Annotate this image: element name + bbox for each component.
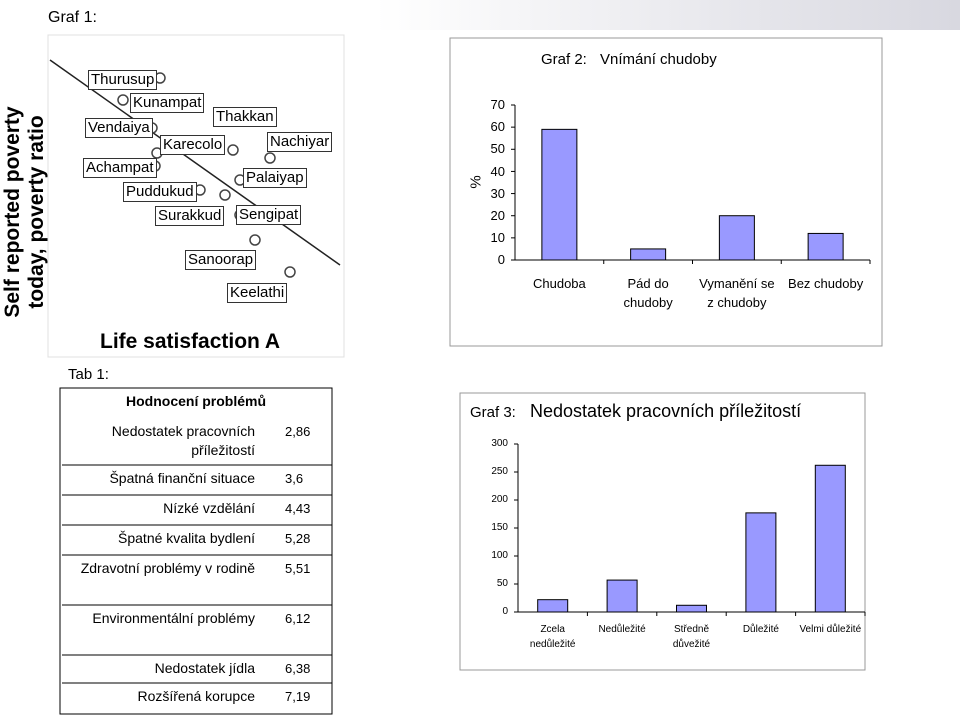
point-label: Puddukud (123, 182, 197, 202)
graf2-frame (449, 37, 883, 347)
y-tick-label: 250 (491, 466, 508, 477)
point-label: Vendaiya (85, 118, 153, 138)
row-value: 7,19 (285, 689, 311, 704)
x-tick-label: Nedůležité (598, 624, 646, 635)
bar (537, 599, 569, 613)
point-label: Achampat (83, 158, 157, 178)
point-label: Palaiyap (243, 168, 307, 188)
x-tick-label: Chudoba (532, 276, 586, 291)
caption: Tab 1: (68, 366, 109, 383)
bar (807, 232, 844, 261)
bar (745, 512, 777, 613)
point-label: Surakkud (155, 206, 225, 226)
row-label: Nedostatek jídla (154, 660, 255, 676)
chart-title: Nedostatek pracovních příležitostí (530, 401, 802, 421)
x-tick-label: Bez chudoby (788, 276, 864, 291)
point-label: Keelathi (227, 283, 288, 303)
point-label: Sanoorap (185, 250, 257, 270)
y-tick-label: 100 (491, 550, 508, 561)
row-label: Zdravotní problémy v rodině (80, 560, 255, 576)
header-band (375, 0, 960, 30)
point-label: Kunampat (130, 93, 205, 113)
point (249, 234, 261, 246)
row-label: Špatná finanční situace (109, 470, 255, 486)
point-label: Thakkan (213, 107, 277, 127)
point-label: Thurusup (88, 70, 158, 90)
row-value: 5,51 (285, 561, 311, 576)
row-value: 3,6 (285, 471, 304, 486)
y-tick-label: 20 (490, 207, 505, 223)
point (284, 266, 296, 278)
y-tick-label: 150 (491, 522, 508, 533)
y-tick-label: 0 (502, 606, 508, 617)
row-value: 5,28 (285, 531, 311, 546)
y-tick-label: 0 (497, 252, 505, 268)
x-tick-label: Zcela nedůležité (529, 624, 576, 650)
bar (606, 579, 638, 613)
point-label: Nachiyar (267, 132, 333, 152)
row-value: 2,86 (285, 424, 311, 439)
y-tick-label: 10 (490, 230, 505, 246)
row-value: 4,43 (285, 501, 311, 516)
y-axis-label: Self reported poverty today, poverty rat… (1, 106, 48, 318)
chart-title: Vnímání chudoby (600, 51, 717, 68)
row-value: 6,12 (285, 611, 311, 626)
y-tick-label: 50 (496, 578, 508, 589)
point (227, 144, 239, 156)
row-label: Nízké vzdělání (163, 500, 255, 516)
table-header: Hodnocení problémů (126, 393, 266, 409)
x-tick-label: Pád do chudoby (623, 276, 673, 310)
y-tick-label: 50 (490, 141, 505, 157)
bar (630, 248, 667, 261)
x-tick-label: Velmi důležité (799, 624, 862, 635)
y-tick-label: 60 (490, 119, 505, 135)
row-label: Špatné kvalita bydlení (118, 530, 255, 546)
point-label: Karecolo (160, 135, 226, 155)
x-tick-label: Důležité (742, 624, 779, 635)
bar (814, 464, 846, 613)
graf3-frame (459, 392, 866, 671)
y-tick-label: 70 (490, 97, 505, 113)
y-tick-label: 300 (491, 438, 508, 449)
row-label: Rozšířená korupce (137, 688, 255, 704)
chart-label: Graf 2: (541, 51, 587, 68)
y-tick-label: 40 (490, 163, 505, 179)
y-tick-label: 30 (490, 185, 505, 201)
y-tick-label: 200 (491, 494, 508, 505)
point (117, 94, 129, 106)
row-label: Environmentální problémy (92, 610, 255, 626)
point (219, 189, 231, 201)
row-value: 6,38 (285, 661, 311, 676)
bar (718, 215, 755, 261)
x-tick-label: Vymanění se z chudoby (699, 276, 775, 310)
point (264, 152, 276, 164)
chart-label: Graf 3: (470, 404, 516, 421)
bar (541, 128, 578, 261)
caption: Graf 1: (48, 9, 97, 26)
trend-line (49, 59, 341, 266)
bar (676, 604, 707, 613)
x-axis-label: Life satisfaction A (100, 330, 281, 353)
table-frame (59, 387, 333, 715)
point-label: Sengipat (236, 205, 302, 225)
row-label: Nedostatek pracovních příležitostí (111, 423, 255, 458)
x-tick-label: Středně důvežité (672, 624, 711, 650)
